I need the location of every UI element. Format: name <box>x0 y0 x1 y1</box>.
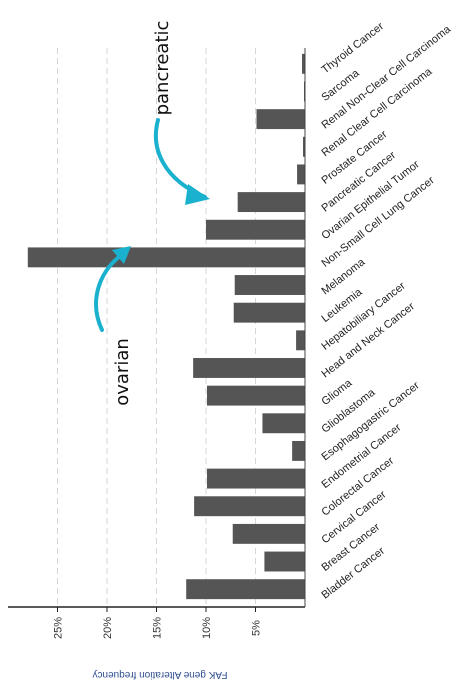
tick-labels: 25% 20% 15% 10% 5% <box>53 607 263 639</box>
tick-label: 25% <box>53 617 65 639</box>
tick-label: 15% <box>152 617 164 639</box>
bar <box>206 385 305 406</box>
bar <box>256 109 305 130</box>
bar <box>264 551 305 572</box>
bar <box>296 330 305 351</box>
bar <box>27 247 306 268</box>
bar <box>302 53 305 74</box>
bar <box>297 164 305 185</box>
ovarian-arrowhead-icon <box>112 246 131 264</box>
bars <box>27 53 306 600</box>
bar <box>262 413 305 434</box>
pancreatic-arrow-icon <box>153 118 207 199</box>
bar <box>292 440 305 461</box>
bar <box>194 496 305 517</box>
pancreatic-annotation: pancreatic <box>152 21 210 205</box>
ovarian-annotation: ovarian <box>94 246 133 406</box>
pancreatic-arrowhead-icon <box>185 184 210 205</box>
bar <box>186 579 305 600</box>
tick-label: 5% <box>251 620 263 636</box>
tick-label: 10% <box>201 617 213 639</box>
value-axis-title: FAK gene Alteration frequency <box>92 669 227 680</box>
ovarian-annotation-label: ovarian <box>112 338 133 406</box>
category-label: Renal Non-Clear Cell Carcinoma <box>319 23 453 132</box>
pancreatic-annotation-label: pancreatic <box>152 21 173 116</box>
bar <box>234 275 305 295</box>
bar <box>206 219 305 240</box>
category-label: Bladder Cancer <box>319 545 387 602</box>
bar <box>193 358 305 378</box>
bar <box>237 192 305 213</box>
bar <box>303 136 305 157</box>
tick-label: 20% <box>102 617 114 639</box>
bar <box>232 523 305 544</box>
bar <box>233 302 305 323</box>
bar <box>206 468 305 489</box>
